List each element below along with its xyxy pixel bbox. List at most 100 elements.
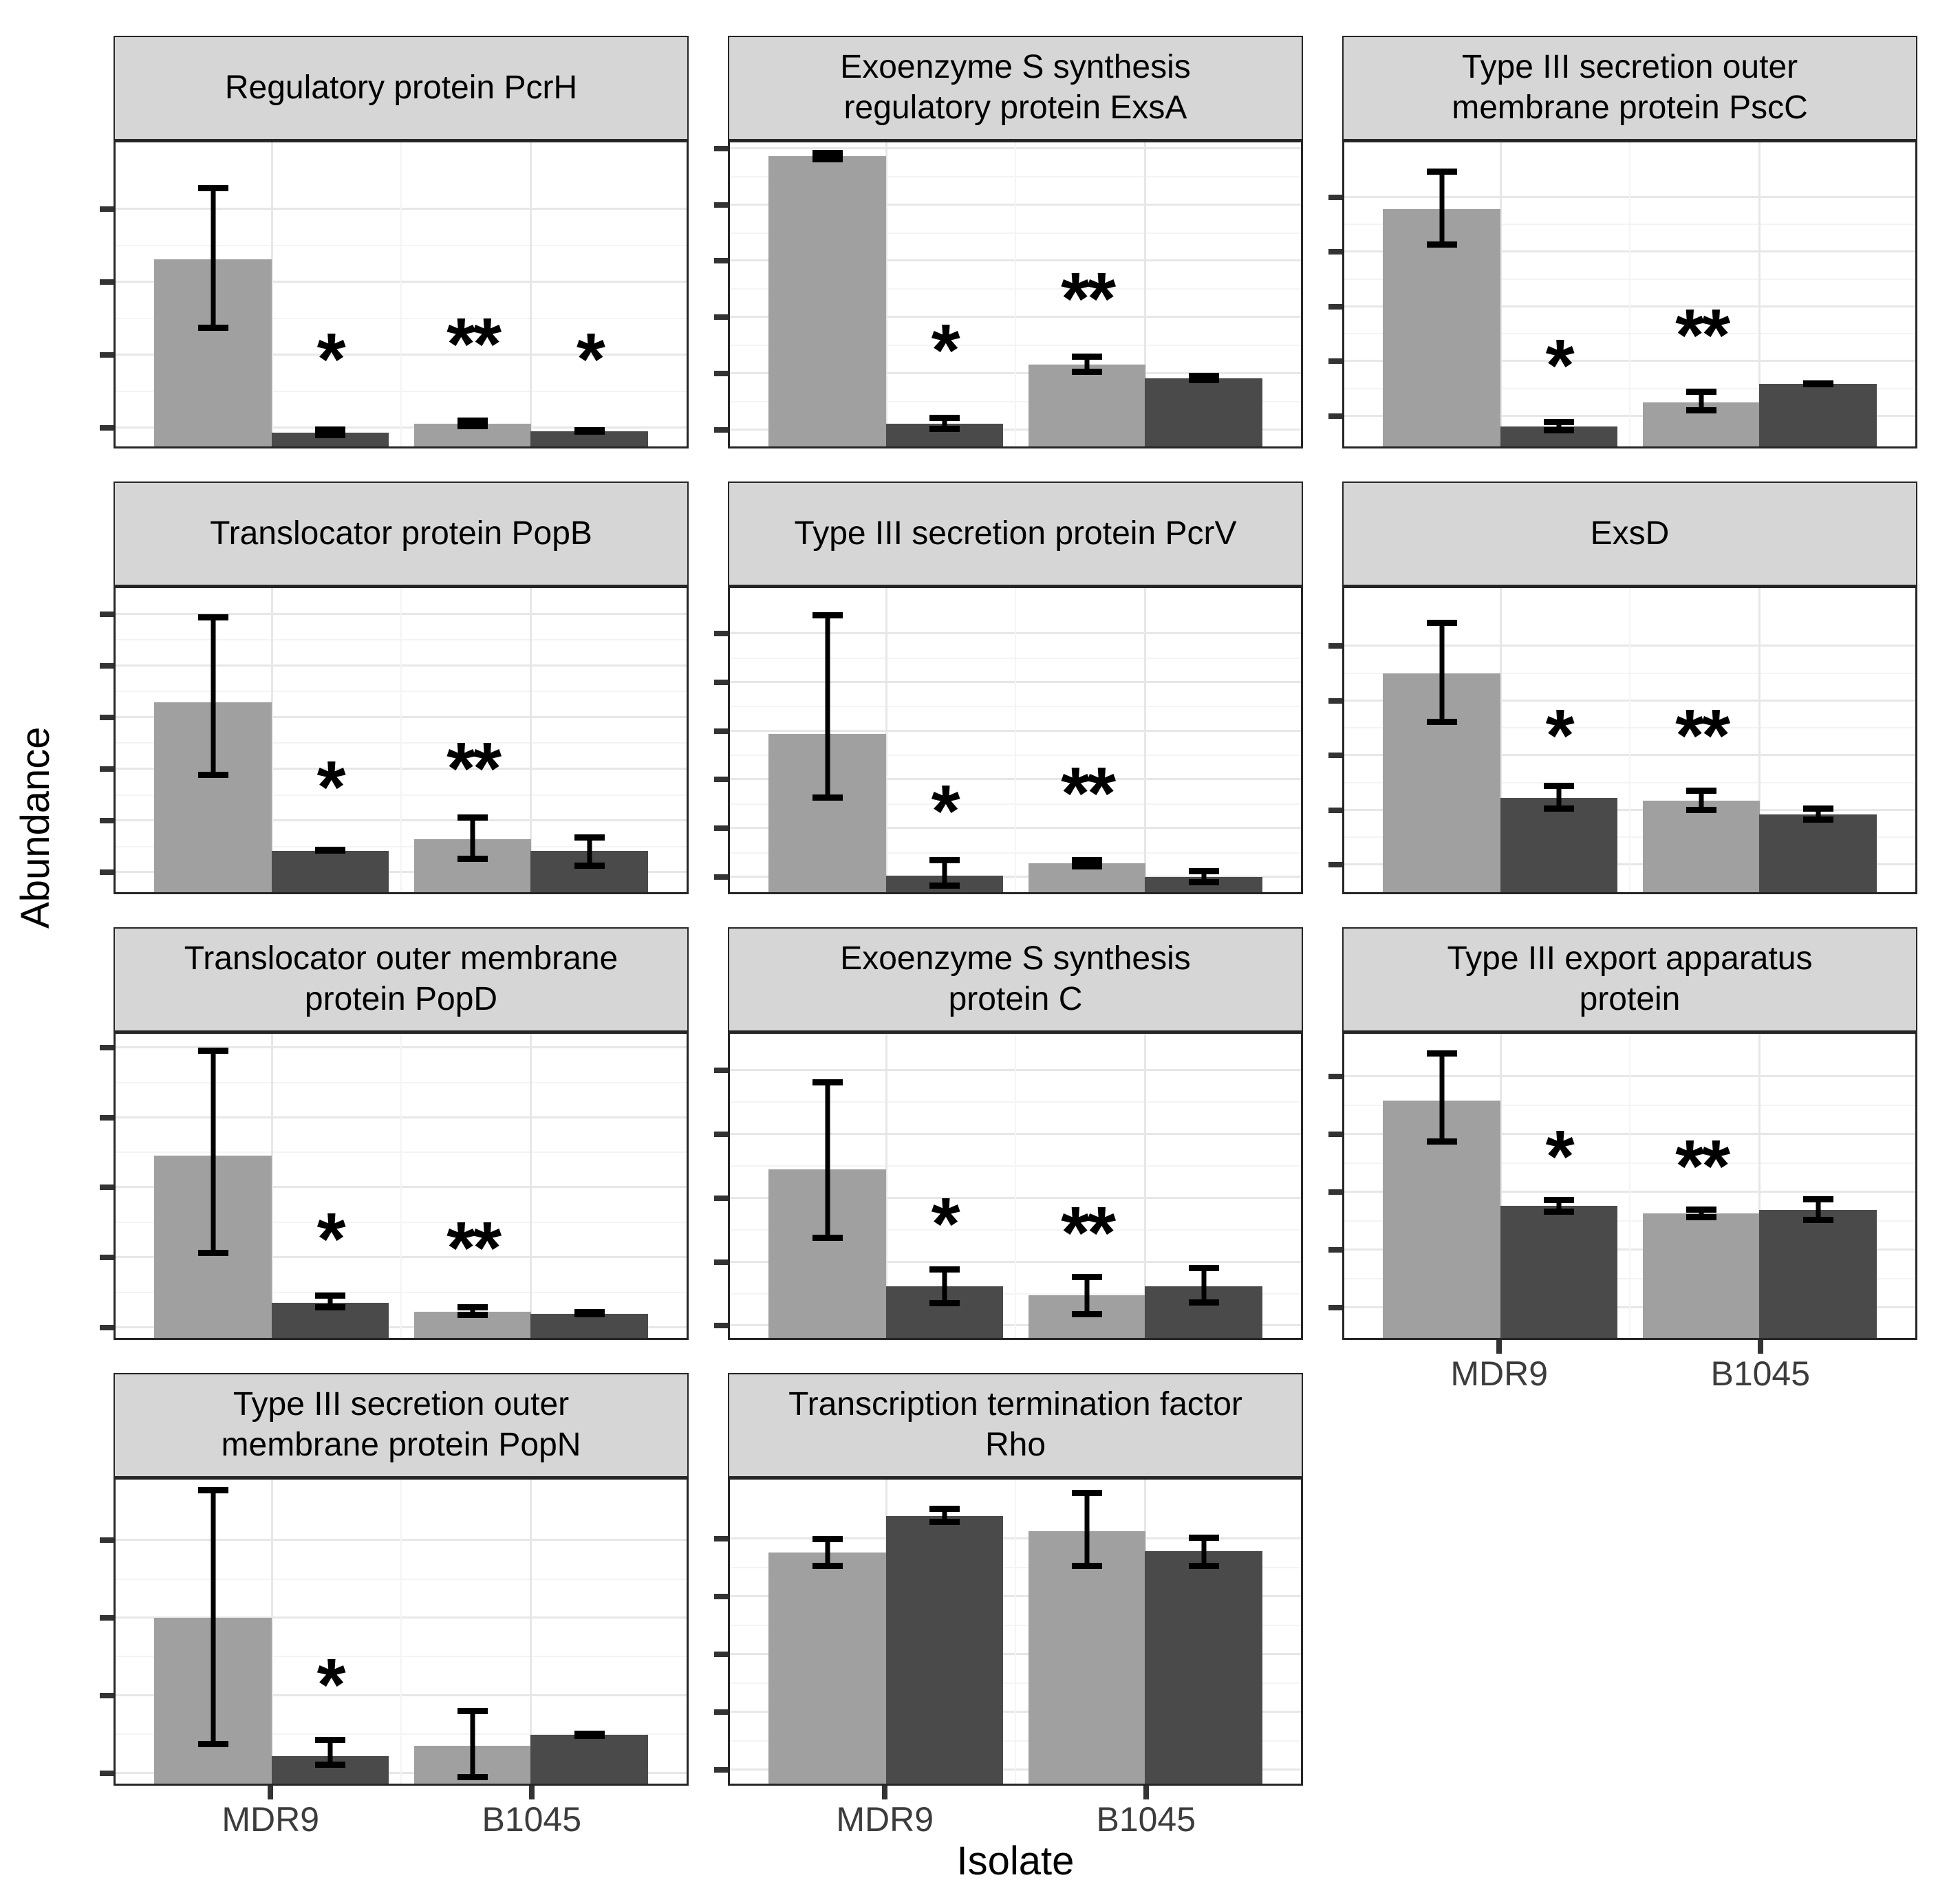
y-tick — [714, 825, 728, 832]
y-tick — [100, 279, 114, 285]
plot-area: * ** — [1328, 588, 1917, 894]
y-axis-title: Abundance — [13, 726, 58, 929]
error-bar-line — [1816, 1196, 1821, 1223]
x-axis-title: Isolate — [956, 1839, 1075, 1883]
error-bar — [812, 150, 843, 162]
y-tick — [714, 680, 728, 686]
significance-star: * — [931, 769, 960, 853]
facet-cell: Type III secretion protein PcrV * ** — [714, 482, 1303, 927]
y-tick — [1328, 303, 1342, 310]
error-bar-cap-bottom — [929, 425, 960, 432]
error-bar — [314, 1736, 345, 1768]
significance-star: ** — [1061, 256, 1116, 340]
facet-cell: Type III export apparatus protein * ** MDR9… — [1328, 927, 1917, 1393]
facet-cell: Type III secretion outer membrane protei… — [100, 1373, 689, 1839]
x-tick — [1757, 1340, 1763, 1354]
error-bar — [929, 1266, 960, 1306]
error-bar-cap-bottom — [197, 1249, 228, 1256]
y-tick — [714, 1323, 728, 1329]
x-tick — [528, 1786, 535, 1799]
bar-b1045-light — [1643, 1213, 1761, 1338]
gridline-major-vertical — [530, 142, 532, 446]
error-bar-cap-bottom — [1426, 718, 1457, 725]
error-bar-line — [470, 1304, 475, 1319]
y-tick — [100, 206, 114, 213]
x-tick — [1143, 1786, 1149, 1799]
error-bar — [1426, 1050, 1457, 1145]
error-bar-cap-top — [457, 417, 488, 424]
error-bar-cap-bottom — [1543, 426, 1574, 433]
x-axis: MDR9 B1045 — [728, 1786, 1303, 1839]
error-bar — [1543, 419, 1574, 433]
error-bar-cap-top — [1072, 856, 1103, 863]
plot-area: * ** — [714, 142, 1303, 448]
plot-area: * — [100, 1480, 689, 1786]
gridline-major-vertical — [1144, 588, 1147, 892]
error-bar-cap-bottom — [197, 1740, 228, 1747]
y-tick — [100, 1324, 114, 1330]
error-bar-cap-bottom — [929, 1299, 960, 1306]
error-bar — [1802, 380, 1833, 387]
error-bar-line — [1084, 354, 1090, 376]
error-bar — [1686, 787, 1717, 814]
y-tick — [100, 766, 114, 772]
y-tick — [100, 1770, 114, 1776]
error-bar-cap-top — [457, 1707, 488, 1714]
y-tick — [714, 426, 728, 433]
gridline-major-vertical — [1144, 142, 1147, 446]
error-bar — [457, 417, 488, 430]
facet-strip: Exoenzyme S synthesis regulatory protein… — [728, 36, 1303, 142]
x-axis — [1342, 894, 1917, 927]
significance-star: * — [576, 317, 605, 401]
y-tick — [714, 314, 728, 321]
error-bar-line — [1556, 1197, 1562, 1215]
error-bar-cap-top — [1426, 168, 1457, 175]
facet-strip: Exoenzyme S synthesis protein C — [728, 927, 1303, 1034]
error-bar — [929, 414, 960, 432]
error-bar-cap-bottom — [314, 431, 345, 438]
error-bar-cap-top — [314, 1736, 345, 1743]
plot-area: * ** — [714, 588, 1303, 894]
significance-star: ** — [1061, 1190, 1116, 1274]
error-bar-cap-top — [1543, 419, 1574, 426]
y-tick — [714, 258, 728, 264]
x-category-label: MDR9 — [836, 1800, 934, 1839]
y-tick — [100, 352, 114, 358]
facet-strip: Type III secretion outer membrane protei… — [114, 1373, 689, 1480]
y-tick — [714, 777, 728, 783]
gridline-major-vertical — [1758, 588, 1761, 892]
facet-panel: Translocator protein PopB * ** — [100, 482, 689, 894]
bar-mdr9-dark — [271, 851, 389, 892]
facet-panel: ExsD * ** — [1328, 482, 1917, 894]
error-bar-cap-top — [812, 612, 843, 619]
gridline-major-vertical — [1499, 588, 1502, 892]
error-bar-cap-bottom — [574, 429, 605, 435]
gridline-major-vertical — [1758, 142, 1761, 446]
error-bar — [1426, 620, 1457, 725]
plot-area: * ** — [1328, 1034, 1917, 1340]
error-bar-line — [1201, 1264, 1207, 1306]
x-axis — [728, 894, 1303, 927]
gridline-major-vertical — [270, 1480, 273, 1784]
x-axis — [728, 448, 1303, 482]
error-bar-cap-top — [197, 1047, 228, 1054]
facet-grid: Regulatory protein PcrH * ** * Exoenzyme S s… — [100, 36, 1917, 1839]
significance-star: * — [1545, 693, 1575, 777]
significance-star: ** — [446, 1205, 502, 1289]
error-bar-line — [1439, 1050, 1444, 1145]
y-tick — [714, 874, 728, 880]
y-tick — [1328, 697, 1342, 704]
error-bar — [1188, 372, 1219, 384]
error-bar — [197, 1047, 228, 1256]
bar-b1045-dark — [1759, 1210, 1877, 1338]
error-bar-cap-bottom — [1188, 879, 1219, 886]
x-axis — [728, 1340, 1303, 1373]
facet-strip: Type III secretion protein PcrV — [728, 482, 1303, 588]
error-bar-cap-top — [1543, 1197, 1574, 1204]
plot-area: * ** * — [100, 142, 689, 448]
bar-b1045-dark — [1759, 384, 1877, 446]
gridline-minor-vertical — [1629, 1034, 1630, 1338]
y-tick — [100, 1254, 114, 1260]
error-bar-cap-bottom — [812, 1563, 843, 1570]
gridline-major-vertical — [530, 1034, 532, 1338]
